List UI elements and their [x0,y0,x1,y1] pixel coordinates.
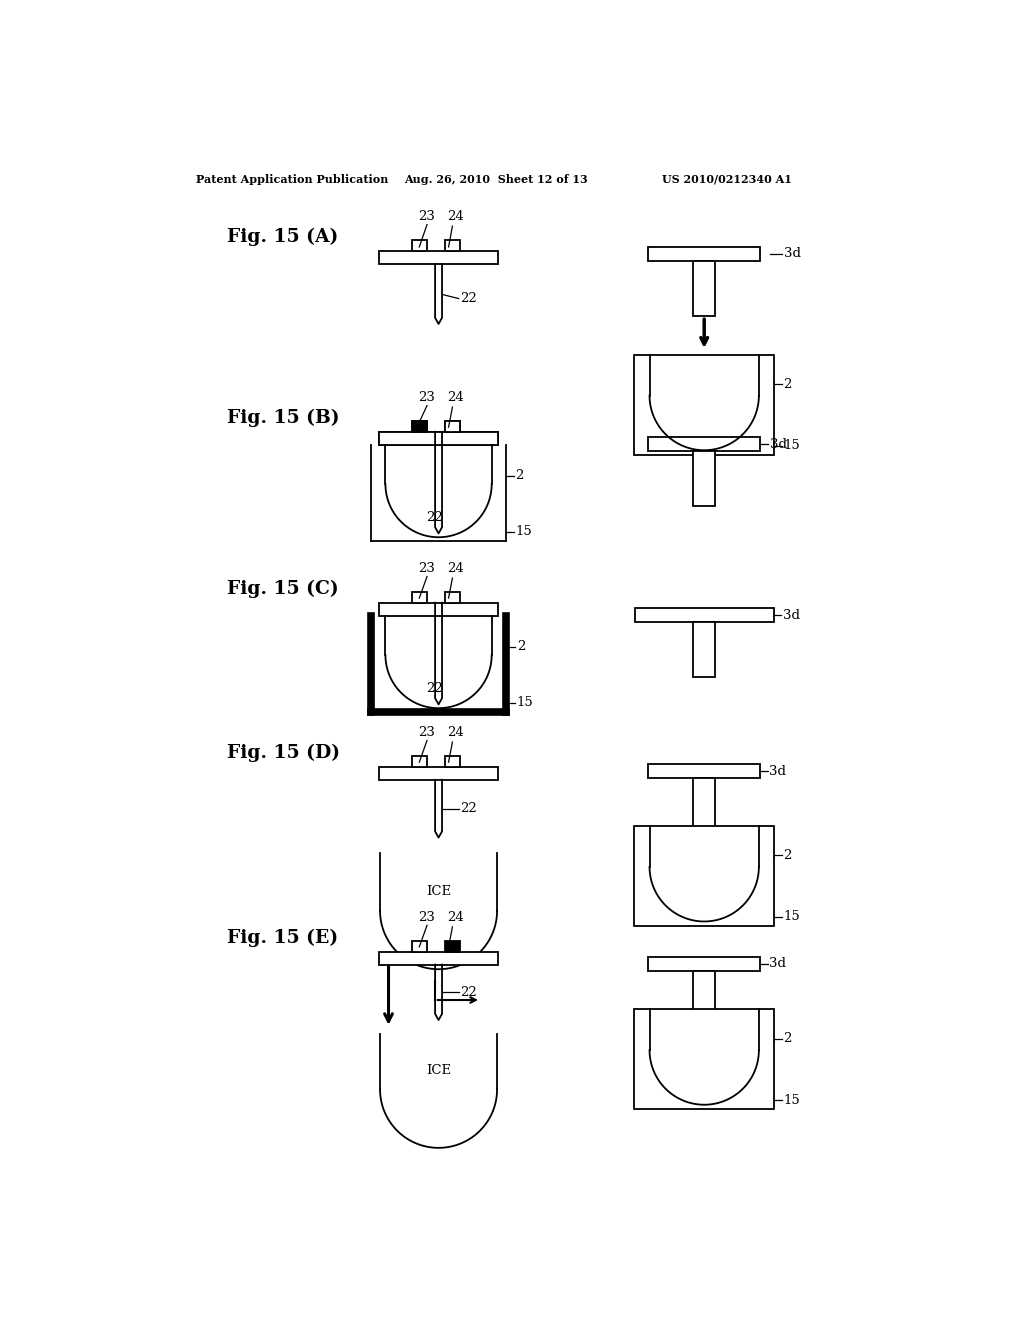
Text: 23: 23 [419,210,435,223]
Text: 3d: 3d [769,764,786,777]
Text: 3d: 3d [782,609,800,622]
Bar [693,622,715,677]
Text: ICE: ICE [426,1064,452,1077]
Bar [693,970,715,1026]
Text: 2: 2 [783,1032,792,1045]
Text: 24: 24 [447,391,464,404]
Bar [634,1010,774,1109]
Text: 15: 15 [515,525,531,539]
Bar [648,957,760,970]
Text: 3d: 3d [770,437,786,450]
Bar [693,451,715,507]
Text: 24: 24 [447,911,464,924]
Bar [379,603,499,616]
Text: 24: 24 [447,210,464,223]
Bar [412,240,427,251]
Bar [444,941,460,952]
Text: 2: 2 [783,849,792,862]
Bar [412,591,427,603]
Text: 23: 23 [419,911,435,924]
Text: 3d: 3d [769,957,786,970]
Bar [379,432,499,445]
Text: 2: 2 [517,640,525,653]
Text: 23: 23 [419,562,435,576]
Text: Patent Application Publication: Patent Application Publication [196,174,388,185]
Bar [634,826,774,927]
Text: Aug. 26, 2010  Sheet 12 of 13: Aug. 26, 2010 Sheet 12 of 13 [403,174,588,185]
Text: Fig. 15 (A): Fig. 15 (A) [226,228,338,246]
Bar [635,609,773,622]
Text: ICE: ICE [426,884,452,898]
Bar [693,779,715,834]
Bar [379,767,499,780]
Text: 24: 24 [447,726,464,739]
Text: Fig. 15 (B): Fig. 15 (B) [226,409,339,426]
Bar [379,952,499,965]
Bar [412,941,427,952]
Bar [412,421,427,432]
Bar [648,764,760,779]
Text: 23: 23 [419,726,435,739]
Text: 3d: 3d [783,247,801,260]
Bar [379,251,499,264]
Bar [444,591,460,603]
Bar [412,756,427,767]
Bar [444,240,460,251]
Text: Fig. 15 (E): Fig. 15 (E) [226,928,338,946]
Text: 15: 15 [783,911,801,924]
Text: 24: 24 [447,562,464,576]
Text: 23: 23 [419,391,435,404]
Text: 15: 15 [517,696,534,709]
Text: 15: 15 [783,1093,801,1106]
Bar [444,421,460,432]
Bar [379,432,499,445]
Text: 22: 22 [460,986,477,999]
Text: 22: 22 [460,292,477,305]
Text: Fig. 15 (D): Fig. 15 (D) [226,743,340,762]
Bar [693,261,715,317]
Bar [634,355,774,455]
Text: 22: 22 [426,511,443,524]
Bar [444,421,460,432]
Bar [648,437,760,451]
Text: US 2010/0212340 A1: US 2010/0212340 A1 [662,174,792,185]
Text: 22: 22 [460,803,477,816]
Text: Fig. 15 (C): Fig. 15 (C) [226,579,339,598]
Text: 2: 2 [783,378,792,391]
Bar [648,247,760,261]
Text: 15: 15 [783,440,801,453]
Text: 22: 22 [426,682,443,696]
Text: 2: 2 [515,469,523,482]
Bar [444,756,460,767]
Bar [412,421,427,432]
